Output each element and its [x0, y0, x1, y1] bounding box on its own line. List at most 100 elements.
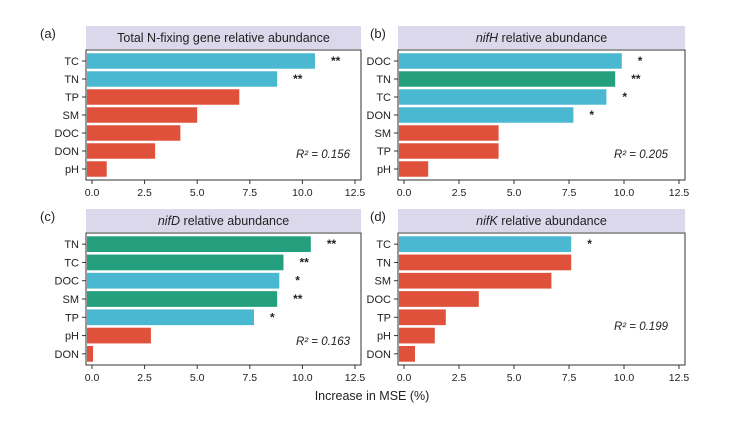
y-tick-label: DON: [367, 349, 392, 361]
bar-tn: [399, 71, 616, 87]
bar-don: [399, 345, 415, 362]
panel-label: (a): [40, 26, 56, 41]
x-tick-label: 5.0: [190, 372, 205, 384]
panel-label: (c): [40, 209, 55, 224]
y-tick-label: TP: [65, 312, 79, 324]
panel-title-band: [398, 209, 685, 232]
r-squared-annotation: R² = 0.205: [614, 149, 669, 161]
bar-tp: [399, 309, 446, 326]
significance-marker: *: [295, 274, 300, 288]
bar-tn: [87, 71, 278, 87]
significance-marker: *: [638, 54, 643, 68]
bar-doc: [87, 125, 181, 141]
significance-marker: *: [270, 310, 275, 324]
panel-title-gene: nifK: [476, 214, 498, 228]
panel-title: nifK relative abundance: [476, 214, 607, 228]
panel-title-text: relative abundance: [180, 214, 289, 228]
bar-tc: [87, 53, 316, 69]
x-tick-label: 12.5: [669, 187, 690, 199]
y-tick-label: DOC: [55, 276, 80, 288]
x-tick-label: 7.5: [242, 187, 257, 199]
chart-panel-a: (a) Total N-fixing gene relative abundanc…: [40, 26, 365, 199]
y-tick-label: TN: [64, 239, 79, 251]
r-squared-annotation: R² = 0.199: [614, 321, 669, 333]
panel-title-text: relative abundance: [498, 214, 607, 228]
panel-label: (d): [370, 209, 386, 224]
x-tick-label: 12.5: [669, 372, 690, 384]
significance-marker: **: [299, 255, 309, 269]
y-tick-label: TP: [377, 312, 391, 324]
bar-doc: [399, 53, 622, 69]
bar-sm: [399, 272, 552, 289]
significance-marker: *: [622, 90, 627, 104]
y-tick-label: pH: [377, 164, 391, 176]
bar-ph: [399, 161, 429, 177]
y-tick-label: TN: [376, 74, 391, 86]
bar-sm: [399, 125, 499, 141]
x-tick-label: 2.5: [452, 372, 467, 384]
panel-title-band: [86, 209, 361, 232]
panel-title: nifD relative abundance: [158, 214, 289, 228]
x-tick-label: 0.0: [85, 372, 100, 384]
significance-marker: **: [293, 72, 303, 86]
y-tick-label: TP: [65, 92, 79, 104]
x-tick-label: 2.5: [137, 187, 152, 199]
x-tick-label: 2.5: [137, 372, 152, 384]
y-tick-label: DON: [55, 349, 80, 361]
x-tick-label: 5.0: [507, 372, 522, 384]
x-tick-label: 12.5: [345, 187, 366, 199]
y-tick-label: DOC: [367, 56, 392, 68]
x-tick-label: 0.0: [85, 187, 100, 199]
x-tick-label: 10.0: [292, 187, 313, 199]
bar-tn: [87, 236, 311, 253]
panel-title: nifH relative abundance: [476, 31, 607, 45]
bar-sm: [87, 107, 198, 123]
y-tick-label: pH: [65, 331, 79, 343]
y-tick-label: DON: [367, 110, 392, 122]
bar-don: [87, 345, 94, 362]
y-tick-label: DON: [55, 146, 80, 158]
x-tick-label: 10.0: [614, 372, 635, 384]
y-tick-label: TP: [377, 146, 391, 158]
bar-don: [87, 143, 156, 159]
chart-panel-d: (d) nifK relative abundance TC * TN SM DOC TP pH…: [367, 209, 690, 384]
y-tick-label: SM: [63, 294, 80, 306]
y-tick-label: DOC: [367, 294, 392, 306]
y-tick-label: DOC: [55, 128, 80, 140]
x-tick-label: 7.5: [242, 372, 257, 384]
y-tick-label: SM: [375, 276, 392, 288]
bar-sm: [87, 291, 278, 307]
x-tick-label: 0.0: [397, 372, 412, 384]
bar-ph: [87, 327, 151, 344]
bar-tp: [399, 143, 499, 159]
bar-ph: [87, 161, 107, 177]
x-axis-label: Increase in MSE (%): [315, 389, 430, 403]
x-tick-label: 5.0: [507, 187, 522, 199]
x-tick-label: 0.0: [397, 187, 412, 199]
bar-tc: [87, 254, 284, 271]
x-tick-label: 7.5: [562, 187, 577, 199]
significance-marker: **: [293, 292, 303, 306]
r-squared-annotation: R² = 0.156: [296, 149, 351, 161]
bar-doc: [87, 272, 280, 289]
y-tick-label: pH: [65, 164, 79, 176]
significance-marker: *: [589, 108, 594, 122]
x-tick-label: 12.5: [345, 372, 366, 384]
panel-title-text: Total N-fixing gene relative abundance: [117, 31, 330, 45]
bar-don: [399, 107, 574, 123]
bar-tn: [399, 254, 572, 271]
y-tick-label: SM: [375, 128, 392, 140]
y-tick-label: TC: [376, 92, 391, 104]
r-squared-annotation: R² = 0.163: [296, 336, 351, 348]
bar-tp: [87, 309, 255, 326]
bar-doc: [399, 291, 479, 307]
significance-marker: **: [327, 237, 337, 251]
y-tick-label: TC: [376, 239, 391, 251]
panel-title-gene: nifD: [158, 214, 180, 228]
y-tick-label: SM: [63, 110, 80, 122]
x-tick-label: 5.0: [190, 187, 205, 199]
chart-panel-c: (c) nifD relative abundance TN ** TC ** DOC * SM…: [40, 209, 365, 384]
bar-ph: [399, 327, 435, 344]
panel-title: Total N-fixing gene relative abundance: [117, 31, 330, 45]
